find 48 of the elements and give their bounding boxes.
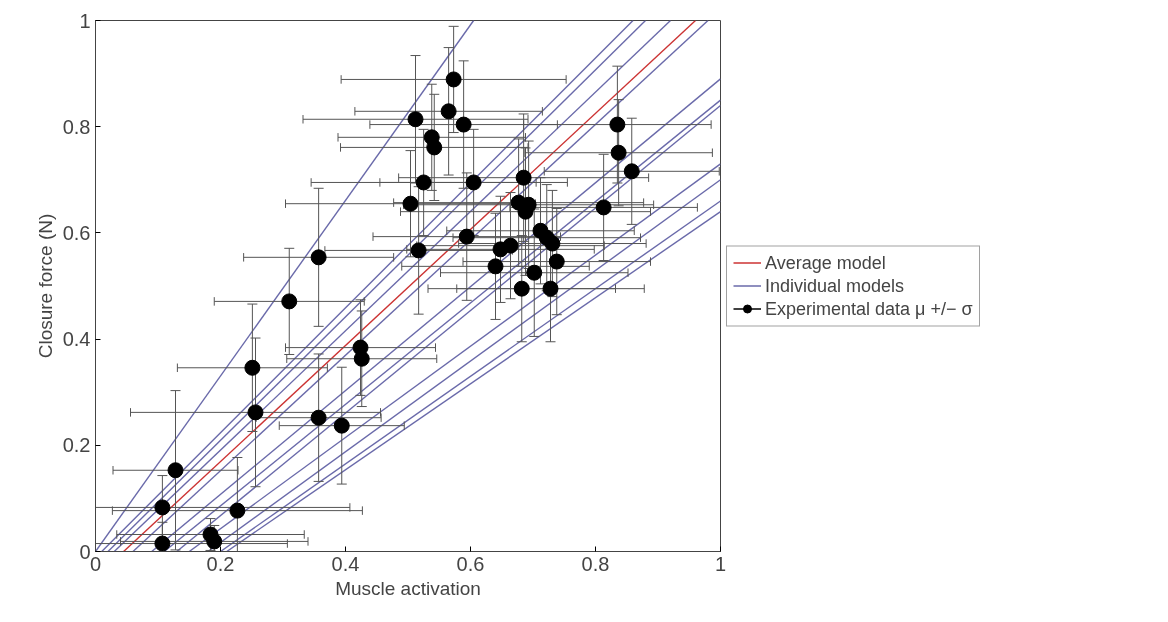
point [458,228,475,245]
point [154,499,171,516]
point [426,139,443,156]
y-tick-label: 1 [79,9,91,32]
point [310,249,327,266]
point [281,293,298,310]
y-tick-label: 0.2 [62,434,91,457]
x-tick-label: 0.6 [456,552,485,575]
point [154,535,171,552]
y-axis-title: Closure force (N) [34,213,56,359]
point [402,195,419,212]
point [229,502,246,519]
point [410,242,427,259]
x-tick-label: 0.8 [581,552,610,575]
point [407,111,424,128]
y-tick-label: 0.6 [62,221,91,244]
point [465,174,482,191]
point [310,409,327,426]
point [247,404,264,421]
point [610,144,627,161]
point [415,174,432,191]
point [445,71,462,88]
point [353,350,370,367]
point [244,359,261,376]
x-axis-title: Muscle activation [335,577,481,599]
point [333,417,350,434]
point [455,116,472,133]
point [167,462,184,479]
legend-label: Experimental data μ +/− σ [765,298,973,319]
y-tick-label: 0.4 [62,328,91,351]
point [623,163,640,180]
x-tick-label: 0.2 [206,552,235,575]
point [542,280,559,297]
legend-label: Individual models [765,275,905,296]
x-tick-label: 0.4 [331,552,360,575]
point [513,280,530,297]
point [440,103,457,120]
point [206,533,223,550]
point [502,237,519,254]
point [548,253,565,270]
point [609,116,626,133]
point [515,169,532,186]
legend-label: Average model [765,252,886,273]
point [595,199,612,216]
point [544,235,561,252]
y-tick-label: 0.8 [62,115,91,138]
x-tick-label: 1 [714,552,727,575]
point [487,258,504,275]
